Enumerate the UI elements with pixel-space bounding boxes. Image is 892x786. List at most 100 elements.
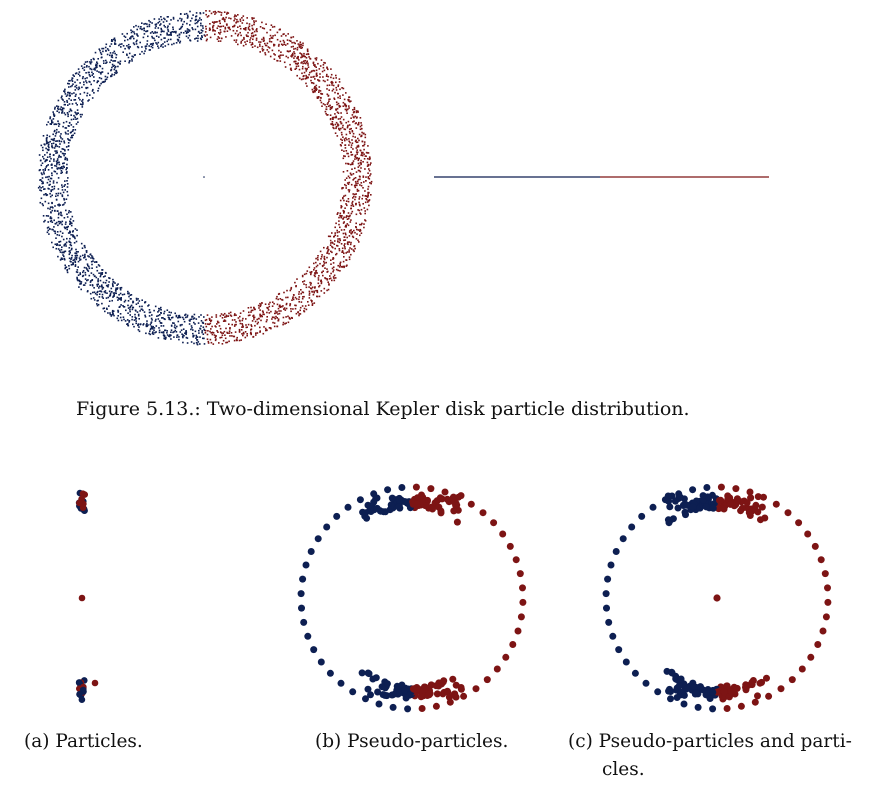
ring-particle [142, 36, 145, 39]
ring-particle [313, 291, 315, 294]
ring-particle [134, 54, 136, 56]
ring-particle [163, 310, 166, 313]
ring-particle [345, 225, 347, 228]
ring-particle [252, 38, 254, 41]
ring-particle [354, 154, 357, 157]
pseudo-particle [668, 669, 676, 677]
ring-particle [345, 203, 347, 205]
ring-particle [87, 100, 89, 102]
ring-particle [286, 43, 289, 45]
ring-particle [58, 163, 61, 166]
ring-particle [355, 111, 358, 114]
ring-particle [219, 331, 222, 333]
ring-particle [56, 231, 59, 233]
ring-particle [303, 62, 306, 64]
ring-particle [237, 43, 239, 46]
ring-particle [150, 321, 153, 323]
ring-particle [175, 315, 178, 318]
ring-particle [50, 189, 52, 191]
ring-particle [164, 45, 167, 47]
ring-particle [313, 267, 316, 269]
ring-particle [68, 240, 71, 243]
ring-particle [342, 171, 345, 173]
ring-particle [316, 88, 318, 91]
ring-particle [41, 146, 44, 149]
ring-particle [367, 193, 369, 195]
ring-particle [359, 184, 361, 186]
ring-particle [250, 32, 253, 35]
ring-particle [152, 32, 155, 34]
ring-particle [307, 64, 309, 66]
ring-particle [200, 320, 203, 322]
ring-particle [335, 108, 338, 111]
ring-particle [51, 174, 53, 177]
ring-particle [327, 105, 330, 107]
ring-particle [342, 217, 345, 220]
ring-particle [249, 37, 252, 39]
ring-particle [49, 160, 51, 162]
ring-particle [73, 242, 76, 244]
ring-particle [64, 201, 66, 204]
ring-particle [53, 158, 55, 160]
ring-particle [342, 124, 344, 127]
ring-particle [102, 276, 105, 278]
ring-particle [235, 321, 237, 323]
particle [78, 696, 86, 703]
pseudo-particle [361, 512, 369, 520]
ring-particle [347, 108, 349, 111]
ring-particle [305, 76, 308, 79]
ring-particle [37, 187, 40, 189]
particle [76, 499, 83, 507]
ring-particle [68, 94, 71, 97]
ring-particle [368, 178, 371, 180]
pseudo-particle [699, 492, 707, 500]
ring-particle [340, 131, 343, 134]
ring-particle [323, 69, 326, 72]
ring-particle [355, 193, 357, 195]
ring-particle [253, 20, 255, 22]
pseudo-particle [716, 496, 723, 504]
ring-particle [91, 284, 94, 286]
ring-particle [47, 143, 50, 146]
ring-particle [350, 117, 352, 119]
ring-particle [66, 183, 69, 185]
particle [76, 691, 83, 698]
ring-particle [89, 75, 91, 78]
ring-particle [62, 148, 65, 150]
ring-particle [292, 298, 295, 301]
ring-particle [359, 223, 361, 226]
ring-particle [91, 256, 94, 258]
ring-particle [325, 106, 328, 108]
pseudo-particle [746, 488, 754, 496]
ring-particle [351, 200, 354, 203]
ring-particle [160, 309, 162, 311]
ring-particle [155, 42, 157, 44]
ring-particle [111, 66, 113, 69]
ring-particle [50, 123, 52, 125]
ring-particle [76, 112, 79, 114]
ring-particle [354, 193, 356, 196]
ring-particle [53, 139, 55, 142]
ring-particle [160, 322, 163, 324]
ring-particle [349, 141, 351, 144]
ring-particle [152, 333, 155, 335]
ring-particle [346, 242, 349, 245]
ring-particle [53, 123, 56, 126]
ring-particle [207, 340, 210, 343]
ring-particle [343, 195, 345, 197]
ring-particle [300, 56, 302, 59]
pseudo-particle [499, 530, 507, 538]
ring-particle [54, 123, 57, 125]
ring-particle [70, 264, 73, 266]
ring-particle [340, 144, 342, 147]
ring-particle [107, 72, 109, 75]
ring-particle [342, 101, 345, 104]
ring-particle [53, 147, 56, 149]
ring-particle [175, 31, 177, 34]
ring-particle [109, 292, 112, 295]
ring-particle [259, 314, 261, 317]
ring-particle [108, 281, 110, 283]
ring-particle [348, 258, 351, 261]
ring-particle [106, 285, 109, 287]
ring-particle [138, 305, 141, 308]
